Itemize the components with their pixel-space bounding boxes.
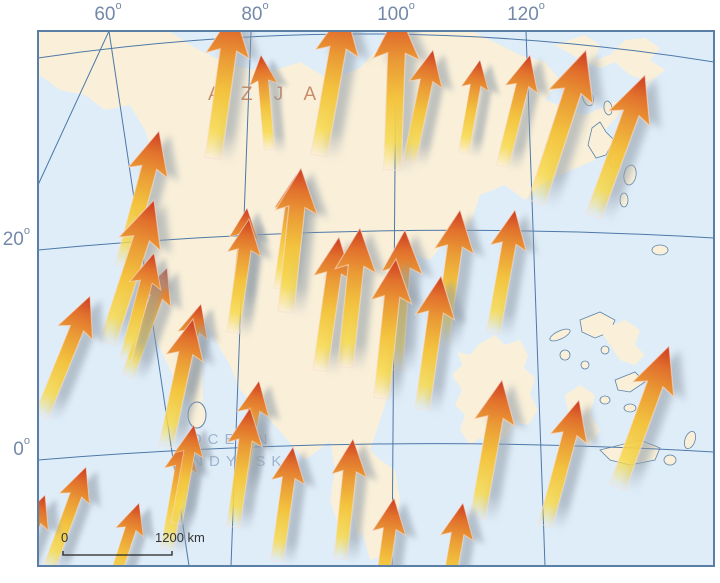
svg-text:120o: 120o <box>507 0 545 25</box>
svg-text:80o: 80o <box>241 0 268 25</box>
svg-text:100o: 100o <box>377 0 415 25</box>
svg-text:1200 km: 1200 km <box>155 530 205 545</box>
svg-text:0o: 0o <box>13 435 30 460</box>
svg-text:0: 0 <box>61 530 68 545</box>
svg-text:60o: 60o <box>94 0 121 25</box>
svg-text:20o: 20o <box>3 225 30 250</box>
